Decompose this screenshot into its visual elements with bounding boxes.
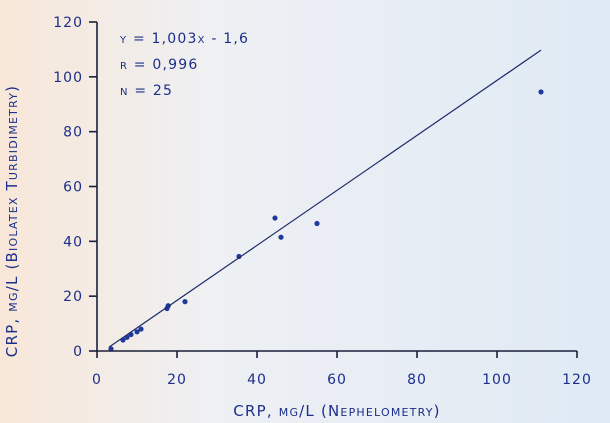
data-point [314,220,320,227]
data-point [272,215,278,221]
data-point [236,253,242,260]
y-axis-ticks: 0 20 40 60 80 100 120 [53,15,97,360]
y-tick-label: 100 [53,70,83,86]
y-tick-label: 120 [53,15,83,31]
x-axis-ticks: 0 20 40 60 80 100 120 [92,351,592,388]
x-tick-label: 100 [482,372,512,388]
y-tick-label: 80 [63,125,83,141]
y-axis-title: CRP, mg/L (Biolatex Turbidimetry) [3,85,21,357]
x-tick-label: 120 [562,372,592,388]
data-point [278,234,284,240]
y-tick-label: 0 [73,344,83,360]
x-tick-label: 0 [92,372,102,388]
x-tick-label: 60 [327,372,347,388]
x-axis-title: CRP, mg/L (Nephelometry) [233,402,440,420]
data-point [138,326,144,332]
regression-annotations: y = 1,003x - 1,6 r = 0,996 n = 25 [119,31,249,99]
annotation-line: r = 0,996 [120,57,198,73]
data-point [134,329,140,335]
data-points [108,89,544,352]
data-point [538,89,544,95]
annotation-line: y = 1,003x - 1,6 [119,31,249,47]
data-point [108,346,114,352]
y-tick-label: 60 [63,180,83,196]
regression-line [108,49,542,348]
x-tick-label: 40 [247,372,267,388]
y-tick-label: 40 [63,234,83,250]
y-tick-label: 20 [63,289,83,305]
x-tick-label: 80 [407,372,427,388]
annotation-line: n = 25 [120,83,173,99]
data-point [182,299,188,305]
x-tick-label: 20 [167,372,187,388]
